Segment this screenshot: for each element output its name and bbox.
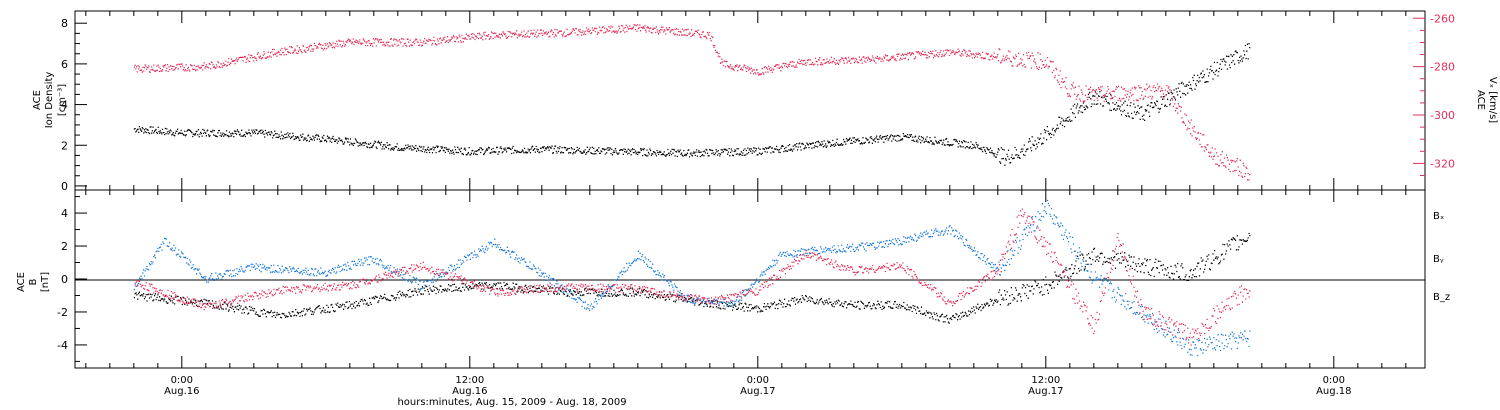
time-tick-label: 0:00 xyxy=(171,375,193,386)
density-label-line-3: [cm⁻³] xyxy=(57,84,68,116)
date-tick-label: Aug.16 xyxy=(452,386,487,397)
vx-label-line-2: Vₓ [km/s] xyxy=(1487,77,1498,123)
b-label-line-2: B xyxy=(28,278,39,285)
by-points xyxy=(133,199,1251,357)
time-tick-label: 0:00 xyxy=(1323,375,1345,386)
bx-points xyxy=(133,232,1251,324)
b-tick-label: -2 xyxy=(57,306,68,319)
date-tick-label: Aug.17 xyxy=(1028,386,1063,397)
b-label-line-3: [nT] xyxy=(40,272,51,292)
vx-points xyxy=(133,24,1251,181)
ion_density-points xyxy=(133,42,1251,166)
density-tick-label: 0 xyxy=(61,180,68,193)
legend-by: Bᵧ xyxy=(1433,254,1444,265)
density-label-line-2: Ion Density xyxy=(44,72,55,129)
vx-label-line-1: ACE xyxy=(1475,90,1486,110)
date-tick-label: Aug.18 xyxy=(1316,386,1351,397)
vx-tick-label: -280 xyxy=(1430,61,1455,74)
data-points xyxy=(133,24,1251,357)
date-tick-label: Aug.16 xyxy=(164,386,199,397)
b-axis-label: ACE B [nT] xyxy=(16,272,51,292)
b-tick-label: -4 xyxy=(57,339,68,352)
b-tick-label: 0 xyxy=(61,273,68,286)
bottom-panel-frame xyxy=(74,189,1426,369)
vx-tick-label: -300 xyxy=(1430,109,1455,122)
legend-bz: B_z xyxy=(1433,292,1450,303)
density-tick-label: 2 xyxy=(61,139,68,152)
b-axis-ticks: -4 -2 0 2 4 xyxy=(57,196,87,362)
time-tick-label: 0:00 xyxy=(747,375,769,386)
bz-points xyxy=(133,208,1251,346)
date-tick-label: Aug.17 xyxy=(740,386,775,397)
b-tick-label: 2 xyxy=(61,240,68,253)
time-axis-ticks: 0:00Aug.1612:00Aug.160:00Aug.1712:00Aug.… xyxy=(85,11,1407,397)
vx-axis-label: ACE Vₓ [km/s] xyxy=(1475,77,1498,123)
density-tick-label: 6 xyxy=(61,58,68,71)
b-label-line-1: ACE xyxy=(16,272,27,292)
density-axis-label: ACE Ion Density [cm⁻³] xyxy=(32,72,68,129)
density-tick-label: 8 xyxy=(61,17,68,30)
vx-tick-label: -260 xyxy=(1430,12,1455,25)
vx-axis-ticks: -260 -280 -300 -320 xyxy=(1413,12,1455,176)
density-tick-label: 4 xyxy=(61,99,68,112)
legend-bx: Bₓ xyxy=(1433,211,1444,222)
density-label-line-1: ACE xyxy=(32,90,43,110)
time-tick-label: 12:00 xyxy=(1031,375,1060,386)
b-tick-label: 4 xyxy=(61,207,68,220)
vx-tick-label: -320 xyxy=(1430,157,1455,170)
time-axis-title: hours:minutes, Aug. 15, 2009 - Aug. 18, … xyxy=(397,397,626,408)
time-tick-label: 12:00 xyxy=(455,375,484,386)
density-axis-ticks: 0 2 4 6 8 xyxy=(61,17,87,193)
